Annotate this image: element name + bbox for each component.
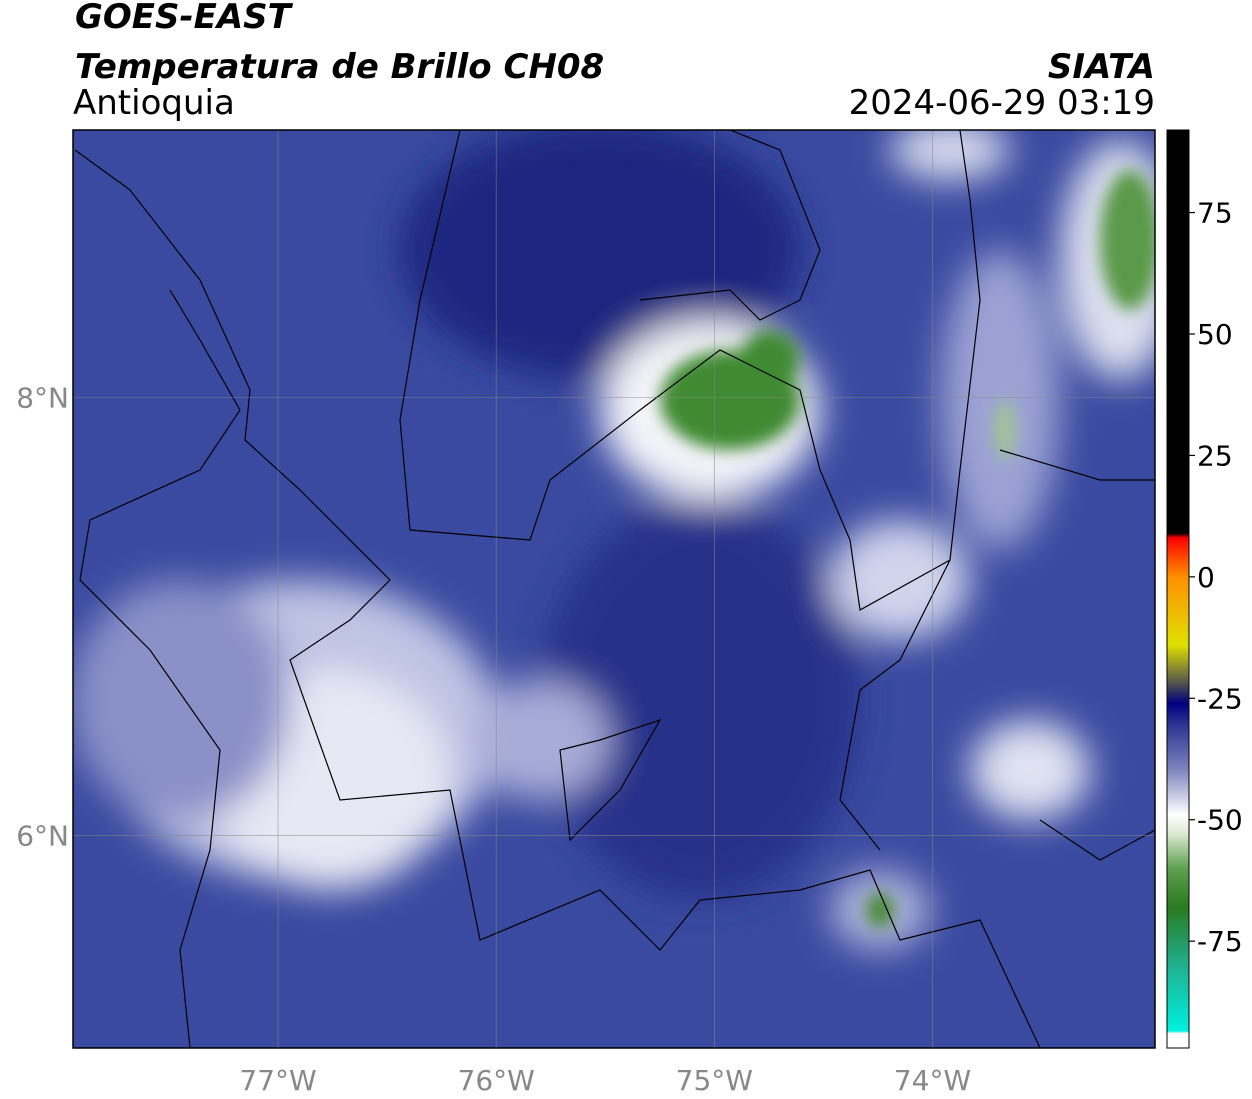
colorbar-tick-label: -25 <box>1197 682 1243 715</box>
x-tick-label: 77°W <box>239 1064 316 1097</box>
colorbar-tick-label: 50 <box>1197 318 1233 351</box>
y-tick-label: 6°N <box>16 819 69 852</box>
graticule: 77°W 76°W 75°W 74°W 6°N 8°N <box>16 130 1155 1097</box>
y-tick-label: 8°N <box>16 381 69 414</box>
source: SIATA <box>1048 47 1155 87</box>
colorbar-tick-label: -75 <box>1197 925 1243 958</box>
map-frame <box>72 129 1156 1049</box>
imagery <box>73 130 1155 1048</box>
satellite: GOES-EAST <box>75 0 294 37</box>
colorbar: -75 -50 -25 0 25 50 75 <box>1166 129 1243 1049</box>
x-tick-label: 74°W <box>894 1064 971 1097</box>
x-tick-label: 75°W <box>676 1064 753 1097</box>
colorbar-tick-label: 25 <box>1197 439 1233 472</box>
title: Temperatura de Brillo CH08 <box>75 47 604 87</box>
datetime: 2024-06-29 03:19 <box>849 83 1155 123</box>
colorbar-tick-label: -50 <box>1197 804 1243 837</box>
cloud-field <box>73 130 1155 950</box>
x-tick-label: 76°W <box>458 1064 535 1097</box>
colorbar-tick-label: 75 <box>1197 197 1233 230</box>
colorbar-tick-label: 0 <box>1197 561 1215 594</box>
cold-tops <box>660 170 1155 928</box>
colorbar-scale <box>1166 129 1190 1049</box>
borders <box>74 130 1155 1048</box>
region: Antioquia <box>73 83 235 123</box>
